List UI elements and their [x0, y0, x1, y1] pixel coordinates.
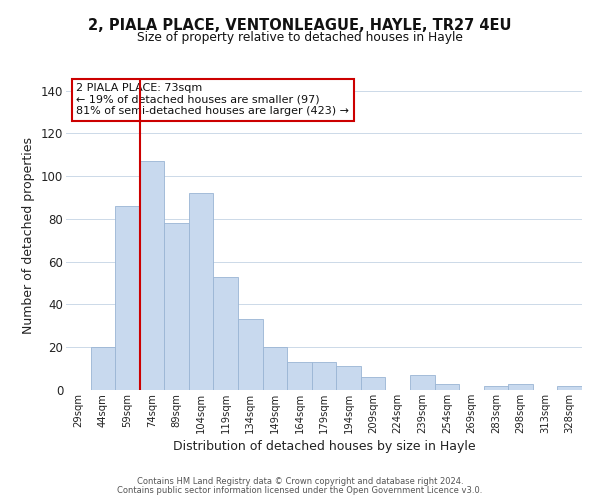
Bar [434, 384, 459, 390]
Bar [189, 194, 214, 390]
Bar [263, 347, 287, 390]
Text: 2, PIALA PLACE, VENTONLEAGUE, HAYLE, TR27 4EU: 2, PIALA PLACE, VENTONLEAGUE, HAYLE, TR2… [88, 18, 512, 32]
X-axis label: Distribution of detached houses by size in Hayle: Distribution of detached houses by size … [173, 440, 475, 453]
Text: Contains public sector information licensed under the Open Government Licence v3: Contains public sector information licen… [118, 486, 482, 495]
Bar [336, 366, 361, 390]
Bar [557, 386, 582, 390]
Y-axis label: Number of detached properties: Number of detached properties [22, 136, 35, 334]
Bar [312, 362, 336, 390]
Bar [508, 384, 533, 390]
Text: Size of property relative to detached houses in Hayle: Size of property relative to detached ho… [137, 31, 463, 44]
Bar [238, 320, 263, 390]
Bar [164, 223, 189, 390]
Bar [140, 161, 164, 390]
Text: Contains HM Land Registry data © Crown copyright and database right 2024.: Contains HM Land Registry data © Crown c… [137, 477, 463, 486]
Bar [115, 206, 140, 390]
Bar [91, 347, 115, 390]
Bar [287, 362, 312, 390]
Bar [361, 377, 385, 390]
Bar [484, 386, 508, 390]
Text: 2 PIALA PLACE: 73sqm
← 19% of detached houses are smaller (97)
81% of semi-detac: 2 PIALA PLACE: 73sqm ← 19% of detached h… [76, 83, 349, 116]
Bar [214, 276, 238, 390]
Bar [410, 375, 434, 390]
